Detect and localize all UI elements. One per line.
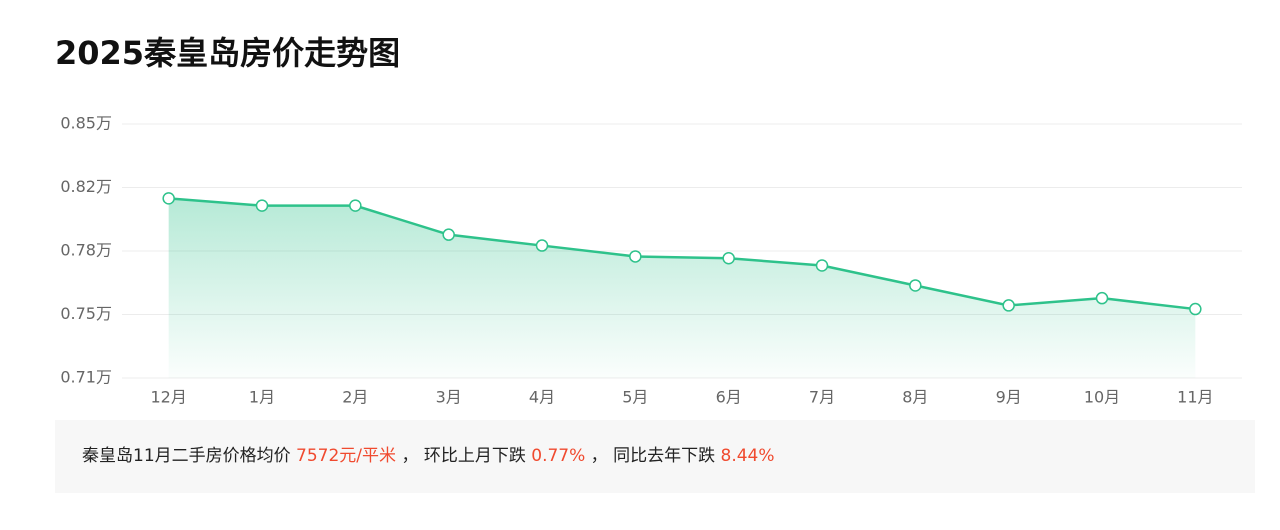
line <box>168 197 1196 311</box>
chart: 0.71万 0.75万 0.78万 0.82万 0.85万 12月 1月 2月 3月 4月 5月 6月… <box>60 114 1242 407</box>
yoy-change: 8.44% <box>720 446 775 466</box>
point <box>349 199 362 212</box>
x-tick-label: 7月 <box>809 388 835 407</box>
chart-title: 2025秦皇岛房价走势图 <box>55 34 401 72</box>
y-tick-label: 0.75万 <box>60 304 112 323</box>
area <box>168 198 1196 378</box>
x-tick-label: 5月 <box>622 388 648 407</box>
y-tick-label: 0.85万 <box>60 114 112 133</box>
summary-text: ， 同比去年下跌 <box>585 446 721 466</box>
mom-change: 0.77% <box>531 446 586 466</box>
x-tick-label: 8月 <box>902 388 928 407</box>
x-tick-label: 12月 <box>150 388 186 407</box>
x-tick-label: 3月 <box>436 388 462 407</box>
summary: 秦皇岛11月二手房价格均价 7572元/平米 ， 环比上月下跌 0.77% ， … <box>55 420 1255 493</box>
summary-text: 秦皇岛11月二手房价格均价 <box>82 446 297 466</box>
point <box>722 252 735 265</box>
point <box>1002 299 1015 312</box>
y-tick-label: 0.82万 <box>60 177 112 196</box>
x-tick-label: 2月 <box>342 388 368 407</box>
point <box>535 239 549 252</box>
point <box>629 250 642 263</box>
point <box>909 279 922 292</box>
point <box>1095 291 1109 305</box>
x-tick-label: 1月 <box>249 388 275 407</box>
x-tick-label: 10月 <box>1084 388 1120 407</box>
x-tick-label: 4月 <box>529 388 555 407</box>
y-tick-label: 0.71万 <box>60 368 112 387</box>
point <box>1189 302 1202 316</box>
point <box>162 192 175 205</box>
point <box>815 259 829 272</box>
x-tick-label: 9月 <box>996 388 1022 407</box>
price: 7572元/平米 <box>296 446 397 466</box>
y-tick-label: 0.78万 <box>60 241 112 260</box>
x-tick-label: 6月 <box>716 388 742 407</box>
point <box>255 199 269 212</box>
point <box>442 228 455 241</box>
x-tick-label: 11月 <box>1177 388 1213 407</box>
summary-text: ， 环比上月下跌 <box>396 446 532 466</box>
